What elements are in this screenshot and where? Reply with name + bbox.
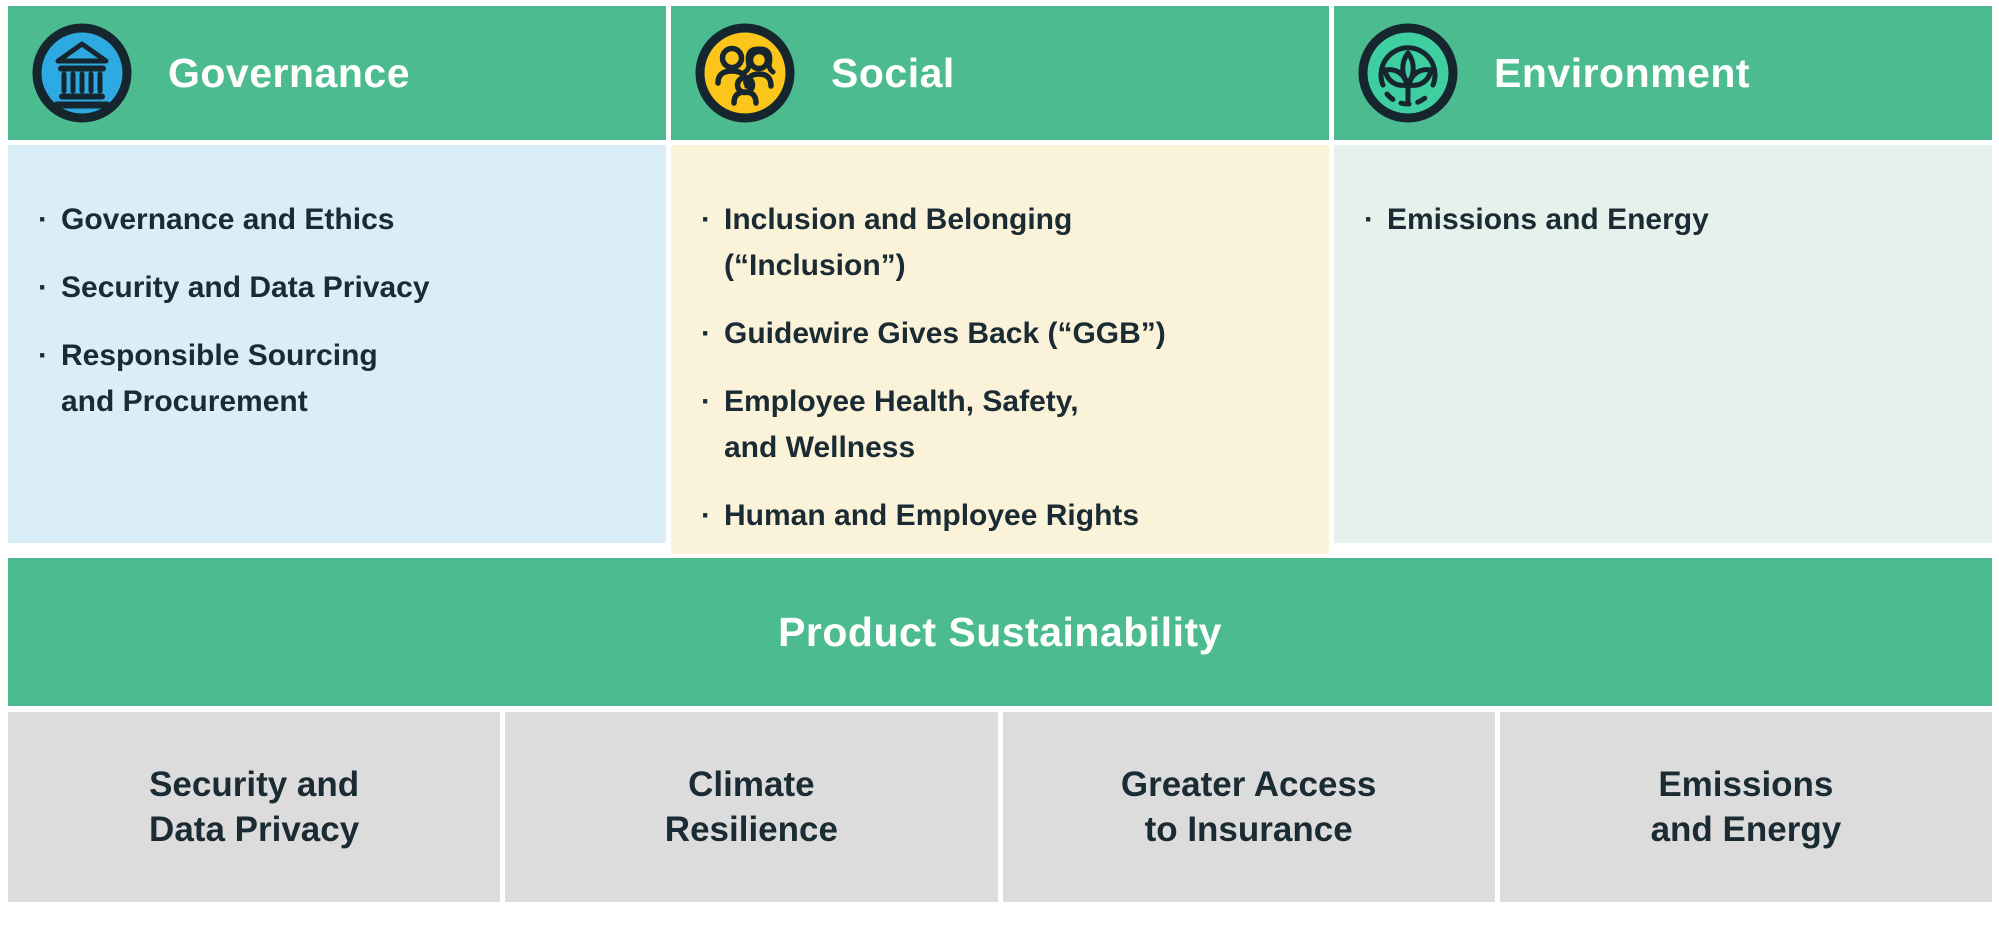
focus-area-emissions-and-energy: Emissions and Energy	[1499, 712, 1992, 902]
bullet-dot: ·	[701, 317, 711, 350]
column-title-governance: Governance	[168, 49, 410, 96]
topic-text: Human and Employee Rights	[724, 499, 1140, 532]
esg-materiality-diagram: Governance Social	[8, 6, 1992, 902]
topic-text: Responsible Sourcing and Procurement	[61, 339, 378, 418]
product-sustainability-banner: Product Sustainability	[8, 558, 1992, 706]
topic-item: · Employee Health, Safety, and Wellness	[701, 379, 1303, 471]
column-header-environment: Environment	[1334, 6, 1992, 140]
topic-text: Security and Data Privacy	[61, 271, 430, 304]
category-header-row: Governance Social	[8, 6, 1992, 140]
topic-text: Governance and Ethics	[61, 203, 395, 236]
bullet-dot: ·	[701, 499, 711, 532]
topic-item: · Emissions and Energy	[1364, 197, 1966, 243]
focus-area-row: Security and Data Privacy Climate Resili…	[8, 712, 1992, 902]
topic-item: · Governance and Ethics	[38, 197, 640, 243]
bullet-dot: ·	[38, 203, 48, 236]
plant-icon	[1358, 23, 1458, 123]
social-topics-panel: · Inclusion and Belonging (“Inclusion”) …	[671, 145, 1329, 554]
bullet-dot: ·	[1364, 203, 1374, 236]
column-title-environment: Environment	[1494, 49, 1751, 96]
topic-item: · Human and Employee Rights	[701, 493, 1303, 539]
topic-text: Guidewire Gives Back (“GGB”)	[724, 317, 1166, 350]
topic-text: Inclusion and Belonging (“Inclusion”)	[724, 203, 1073, 282]
bullet-dot: ·	[38, 339, 48, 372]
environment-topics-panel: · Emissions and Energy	[1334, 145, 1992, 543]
column-header-governance: Governance	[8, 6, 666, 140]
focus-area-security-data-privacy: Security and Data Privacy	[8, 712, 501, 902]
topic-text: Emissions and Energy	[1387, 203, 1709, 236]
topic-item: · Responsible Sourcing and Procurement	[38, 333, 640, 425]
bank-icon	[32, 23, 132, 123]
family-icon	[695, 23, 795, 123]
topic-panel-row: · Governance and Ethics · Security and D…	[8, 145, 1992, 554]
bullet-dot: ·	[701, 203, 711, 236]
bullet-dot: ·	[38, 271, 48, 304]
focus-area-greater-access-to-insurance: Greater Access to Insurance	[1002, 712, 1495, 902]
topic-item: · Security and Data Privacy	[38, 265, 640, 311]
topic-text: Employee Health, Safety, and Wellness	[724, 385, 1079, 464]
focus-area-climate-resilience: Climate Resilience	[505, 712, 998, 902]
column-title-social: Social	[831, 49, 955, 96]
column-header-social: Social	[671, 6, 1329, 140]
topic-item: · Inclusion and Belonging (“Inclusion”)	[701, 197, 1303, 289]
governance-topics-panel: · Governance and Ethics · Security and D…	[8, 145, 666, 543]
bullet-dot: ·	[701, 385, 711, 418]
topic-item: · Guidewire Gives Back (“GGB”)	[701, 311, 1303, 357]
banner-title: Product Sustainability	[778, 608, 1222, 655]
